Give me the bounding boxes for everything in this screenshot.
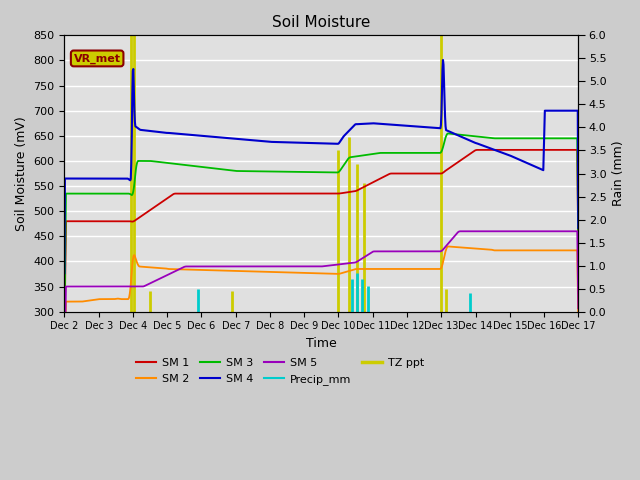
Y-axis label: Rain (mm): Rain (mm) (612, 141, 625, 206)
Title: Soil Moisture: Soil Moisture (272, 15, 371, 30)
Legend: SM 1, SM 2, SM 3, SM 4, SM 5, Precip_mm, TZ ppt: SM 1, SM 2, SM 3, SM 4, SM 5, Precip_mm,… (132, 354, 429, 389)
X-axis label: Time: Time (306, 337, 337, 350)
Text: VR_met: VR_met (74, 53, 121, 63)
Y-axis label: Soil Moisture (mV): Soil Moisture (mV) (15, 116, 28, 231)
